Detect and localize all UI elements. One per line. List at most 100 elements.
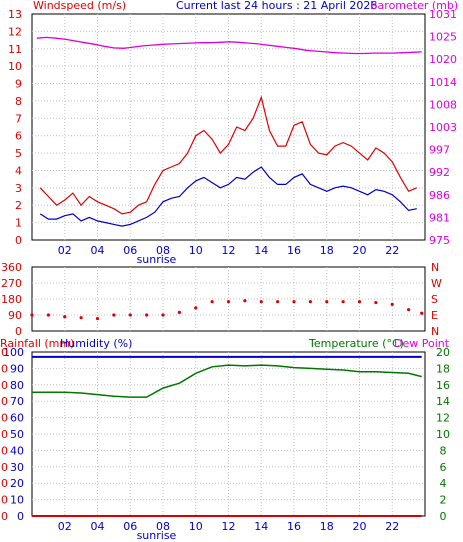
direction-point [226, 300, 231, 304]
x-tick-label: 08 [156, 520, 170, 533]
humidity-tick-label: 70 [10, 395, 24, 408]
rainfall-label: Rainfall (mm) [0, 337, 74, 350]
direction-point [374, 300, 378, 305]
direction-point [420, 311, 424, 315]
wind-tick-label: 11 [8, 43, 22, 56]
x-tick-label: 04 [91, 520, 105, 533]
x-tick-label: 20 [353, 520, 367, 533]
x-tick-label: 20 [353, 244, 367, 257]
compass-label: W [431, 277, 442, 290]
x-tick-label: 22 [385, 244, 399, 257]
temp-tick-label: 16 [436, 379, 450, 392]
humidity-tick-label: 100 [3, 346, 24, 359]
windspeed-header: Windspeed (m/s) [33, 0, 126, 12]
x-tick-label: 14 [254, 244, 268, 257]
humidity-tick-label: 20 [10, 477, 24, 490]
gust-line [39, 95, 418, 215]
temp-tick-label: 20 [436, 346, 450, 359]
temp-tick-label: 0 [440, 510, 447, 523]
direction-tick-label: 180 [1, 293, 22, 306]
direction-point [390, 302, 394, 306]
direction-point [259, 300, 263, 304]
rain-tick-label: 0 [1, 494, 8, 507]
temp-tick-label: 4 [440, 477, 447, 490]
wind-tick-label: 9 [15, 78, 22, 91]
compass-label: N [431, 325, 439, 338]
x-tick-label: 10 [189, 520, 203, 533]
rain-tick-label: 0 [1, 461, 8, 474]
rain-tick-label: 0 [1, 395, 8, 408]
direction-point [161, 313, 165, 317]
x-tick-label: 18 [320, 244, 334, 257]
humidity-tick-label: 80 [10, 379, 24, 392]
baro-tick-label: 1003 [429, 121, 457, 134]
wind-tick-label: 2 [15, 199, 22, 212]
direction-tick-label: 360 [1, 261, 22, 274]
wind-tick-label: 12 [8, 25, 22, 38]
x-tick-label: 10 [189, 244, 203, 257]
temp-tick-label: 2 [440, 494, 447, 507]
direction-point [243, 299, 247, 303]
wind-tick-label: 3 [15, 182, 22, 195]
humidity-tick-label: 10 [10, 494, 24, 507]
x-tick-label: 14 [254, 520, 268, 533]
x-tick-label: 08 [156, 244, 170, 257]
sunrise-label: sunrise [137, 529, 177, 542]
rain-tick-label: 0 [1, 412, 8, 425]
direction-point [194, 306, 198, 310]
x-tick-label: 06 [123, 520, 137, 533]
rain-tick-label: 0 [1, 428, 8, 441]
direction-point [79, 316, 83, 320]
direction-point [145, 313, 149, 317]
direction-point [128, 313, 132, 317]
humidity-tick-label: 50 [10, 428, 24, 441]
baro-tick-label: 997 [429, 144, 450, 157]
x-tick-label: 18 [320, 520, 334, 533]
baro-tick-label: 1014 [429, 76, 457, 89]
direction-point [341, 300, 345, 304]
x-tick-label: 12 [222, 520, 236, 533]
average-wind-line [39, 166, 417, 227]
direction-point [177, 310, 181, 314]
wind-tick-label: 10 [8, 60, 22, 73]
x-tick-label: 02 [58, 520, 72, 533]
baro-tick-label: 1008 [429, 98, 457, 111]
temp-tick-label: 8 [440, 444, 447, 457]
x-tick-label: 16 [287, 520, 301, 533]
baro-tick-label: 981 [429, 211, 450, 224]
direction-point [210, 300, 214, 304]
baro-tick-label: 1025 [429, 31, 457, 44]
baro-tick-label: 975 [429, 234, 450, 247]
wind-tick-label: 1 [15, 217, 22, 230]
compass-label: S [431, 293, 438, 306]
compass-label: E [431, 309, 438, 322]
direction-point [292, 300, 296, 304]
baro-tick-label: 992 [429, 166, 450, 179]
humidity-tick-label: 90 [10, 362, 24, 375]
barometer-header: Barometer (mb) [370, 0, 458, 12]
humidity-tick-label: 40 [10, 444, 24, 457]
direction-point [30, 313, 34, 317]
temp-tick-label: 14 [436, 395, 450, 408]
humidity-tick-label: 0 [17, 510, 24, 523]
x-tick-label: 16 [287, 244, 301, 257]
rain-tick-label: 0 [1, 362, 8, 375]
temp-tick-label: 18 [436, 362, 450, 375]
x-tick-label: 06 [123, 244, 137, 257]
rain-tick-label: 0 [1, 346, 8, 359]
baro-tick-label: 1031 [429, 8, 457, 21]
wind-tick-label: 0 [15, 234, 22, 247]
barometer-line [36, 36, 422, 55]
wind-tick-label: 13 [8, 8, 22, 21]
wind-tick-label: 7 [15, 112, 22, 125]
baro-tick-label: 986 [429, 189, 450, 202]
x-tick-label: 04 [91, 244, 105, 257]
direction-point [95, 316, 100, 321]
x-tick-label: 22 [385, 520, 399, 533]
temperature-line [32, 364, 422, 398]
temp-tick-label: 6 [440, 461, 447, 474]
dewpoint-label: Dew Point [394, 337, 450, 350]
humidity-tick-label: 30 [10, 461, 24, 474]
direction-point [308, 300, 312, 304]
